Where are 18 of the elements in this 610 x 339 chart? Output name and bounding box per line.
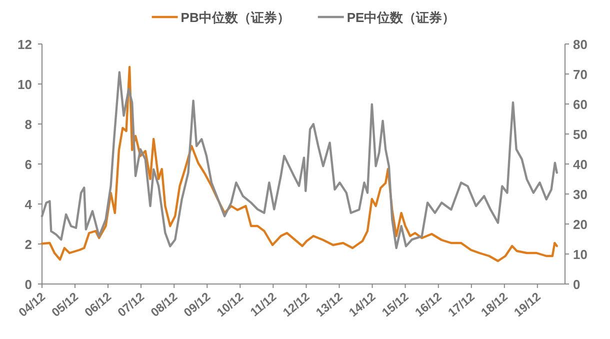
y2-tick-label: 10 (573, 247, 588, 262)
legend-label: PE中位数（证券） (346, 10, 456, 25)
y-tick-label: 0 (24, 277, 32, 292)
y2-tick-label: 70 (573, 67, 588, 82)
y2-tick-label: 40 (573, 157, 588, 172)
y-tick-label: 12 (18, 37, 32, 52)
y-tick-label: 4 (24, 197, 33, 212)
y2-tick-label: 80 (573, 37, 588, 52)
y-tick-label: 10 (18, 77, 32, 92)
y-tick-label: 2 (24, 237, 32, 252)
y2-tick-label: 60 (573, 97, 588, 112)
y2-tick-label: 50 (573, 127, 588, 142)
y2-tick-label: 20 (573, 217, 588, 232)
y2-tick-label: 30 (573, 187, 588, 202)
y-tick-label: 8 (24, 117, 32, 132)
y2-tick-label: 0 (573, 277, 580, 292)
legend-label: PB中位数（证券） (180, 10, 290, 25)
y-tick-label: 6 (24, 157, 32, 172)
